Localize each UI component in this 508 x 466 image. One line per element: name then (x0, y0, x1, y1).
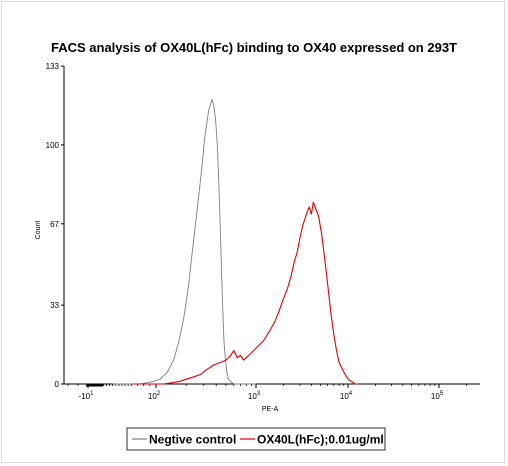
series-line-negative-control (112, 99, 256, 385)
y-tick-label: 67 (50, 220, 59, 229)
y-tick-label: 100 (46, 141, 60, 150)
x-axis-label: PE-A (262, 406, 279, 413)
x-axis-marker (86, 383, 103, 387)
legend-label-negative-control: Negtive control (149, 433, 236, 447)
x-tick-label: 103 (248, 391, 261, 401)
chart-title: FACS analysis of OX40L(hFc) binding to O… (51, 40, 457, 55)
x-tick-label: -101 (79, 391, 95, 401)
y-tick-label: 33 (50, 301, 59, 310)
legend: Negtive control OX40L(hFc);0.01ug/ml (126, 427, 386, 451)
x-tick-label: 105 (431, 391, 444, 401)
x-tick-label: 104 (340, 391, 353, 401)
y-tick-label: 133 (46, 62, 60, 71)
series-line-ox40l (131, 201, 359, 385)
legend-box (126, 427, 386, 451)
legend-label-ox40l: OX40L(hFc);0.01ug/ml (257, 433, 384, 447)
x-tick-label: 102 (148, 391, 161, 401)
plot-area: 0 33 67 100 133 -101 102 103 104 105 (46, 62, 480, 401)
y-axis-label: Count (35, 221, 42, 240)
y-tick-label: 0 (55, 380, 60, 389)
